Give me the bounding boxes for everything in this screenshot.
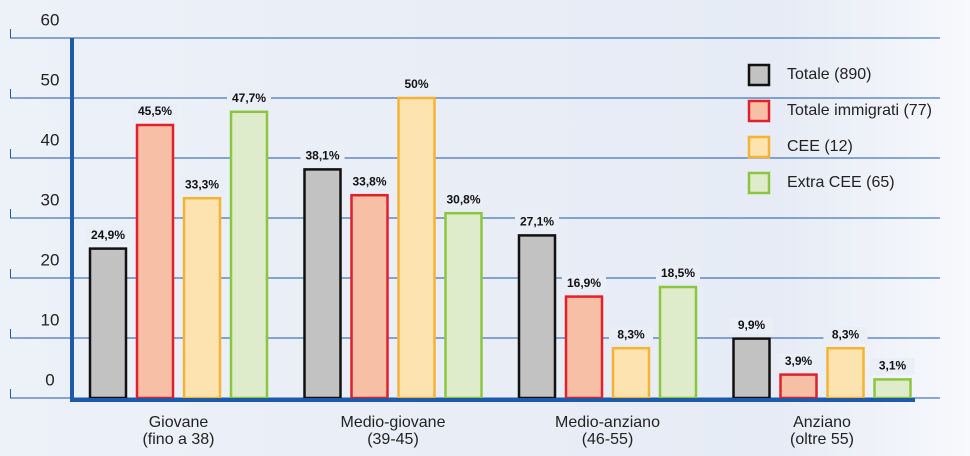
bar — [182, 196, 222, 400]
value-label-bg — [562, 275, 606, 292]
bar — [826, 346, 865, 400]
value-label-bg — [515, 214, 559, 231]
y-tick-label: 10 — [41, 310, 60, 329]
value-label: 8,3% — [617, 327, 645, 341]
legend-label: CEE (12) — [787, 138, 853, 155]
value-label: 8,3% — [832, 327, 860, 341]
legend-label: Extra CEE (65) — [787, 174, 895, 191]
value-label: 27,1% — [520, 215, 554, 229]
bar — [135, 123, 175, 400]
value-label-bg — [394, 77, 439, 93]
legend-swatch — [747, 99, 771, 123]
bar — [658, 285, 698, 400]
value-label-bg — [180, 177, 224, 194]
bar — [611, 346, 651, 400]
x-tick-label: Medio-anziano (46-55) — [555, 414, 660, 448]
value-label-bg — [227, 90, 271, 107]
value-label: 3,9% — [785, 354, 813, 368]
value-label: 47,7% — [232, 91, 266, 105]
legend-label: Totale immigrati (77) — [787, 102, 932, 119]
value-label: 18,5% — [661, 266, 695, 280]
value-label-bg — [86, 227, 130, 244]
value-label: 16,9% — [567, 276, 601, 290]
bar — [350, 193, 389, 400]
value-label-bg — [870, 358, 915, 375]
x-tick-label: Anziano (oltre 55) — [790, 414, 854, 448]
x-tick-label: Giovane (fino a 38) — [142, 414, 214, 448]
value-label: 30,8% — [446, 192, 480, 206]
value-label-bg — [776, 353, 821, 370]
y-tick-label: 40 — [41, 130, 60, 149]
legend-swatch — [747, 63, 771, 87]
value-label-bg — [441, 192, 486, 209]
value-label: 33,8% — [352, 174, 386, 188]
legend-swatch — [747, 135, 771, 159]
y-tick-label: 50 — [41, 70, 60, 89]
y-tick-label: 0 — [45, 370, 54, 389]
x-tick-label: Medio-giovane (39-45) — [341, 414, 446, 448]
bar — [229, 110, 269, 400]
value-label-bg — [609, 327, 653, 344]
value-label: 38,1% — [305, 149, 339, 163]
value-label-bg — [133, 104, 177, 120]
bar — [779, 373, 818, 400]
legend-label: Totale (890) — [787, 66, 872, 83]
value-label-bg — [729, 317, 774, 334]
value-label-bg — [656, 266, 700, 282]
y-tick-label: 60 — [41, 10, 60, 29]
value-label-bg — [823, 327, 868, 344]
bar — [88, 247, 128, 400]
y-tick-label: 30 — [41, 190, 60, 209]
value-label: 24,9% — [91, 228, 125, 242]
value-label: 45,5% — [138, 104, 172, 118]
bar — [517, 234, 557, 400]
value-label-bg — [347, 174, 392, 191]
bar — [303, 168, 342, 400]
bar — [564, 295, 604, 400]
value-label: 9,9% — [738, 318, 766, 332]
value-label-bg — [300, 148, 345, 165]
value-label: 3,1% — [879, 359, 907, 373]
value-label: 33,3% — [185, 177, 219, 191]
y-tick-label: 20 — [41, 250, 60, 269]
bar — [397, 96, 436, 400]
bar — [444, 211, 483, 400]
value-label: 50% — [404, 77, 428, 91]
legend-swatch — [747, 171, 771, 195]
bar — [873, 378, 912, 400]
bar — [732, 337, 771, 400]
